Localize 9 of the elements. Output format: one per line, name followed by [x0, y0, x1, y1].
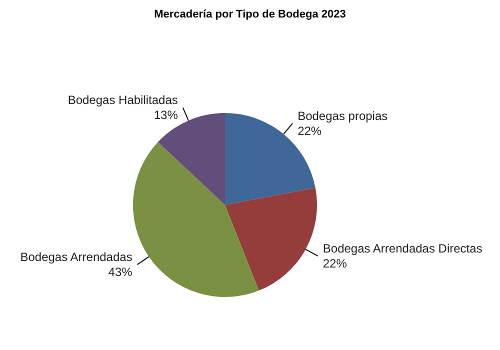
slice-label: Bodegas Arrendadas: [20, 250, 132, 264]
data-label: 22%: [322, 256, 348, 271]
data-label: 13%: [154, 108, 178, 122]
data-label: 43%: [108, 265, 133, 280]
slice-label: Bodegas Habilitadas: [68, 93, 178, 108]
chart-title: Mercadería por Tipo de Bodega 2023: [154, 8, 346, 20]
slice-label: Bodegas propias: [298, 108, 388, 123]
data-label: 22%: [298, 124, 322, 138]
slice-label: Bodegas Arrendadas Directas: [322, 242, 482, 256]
